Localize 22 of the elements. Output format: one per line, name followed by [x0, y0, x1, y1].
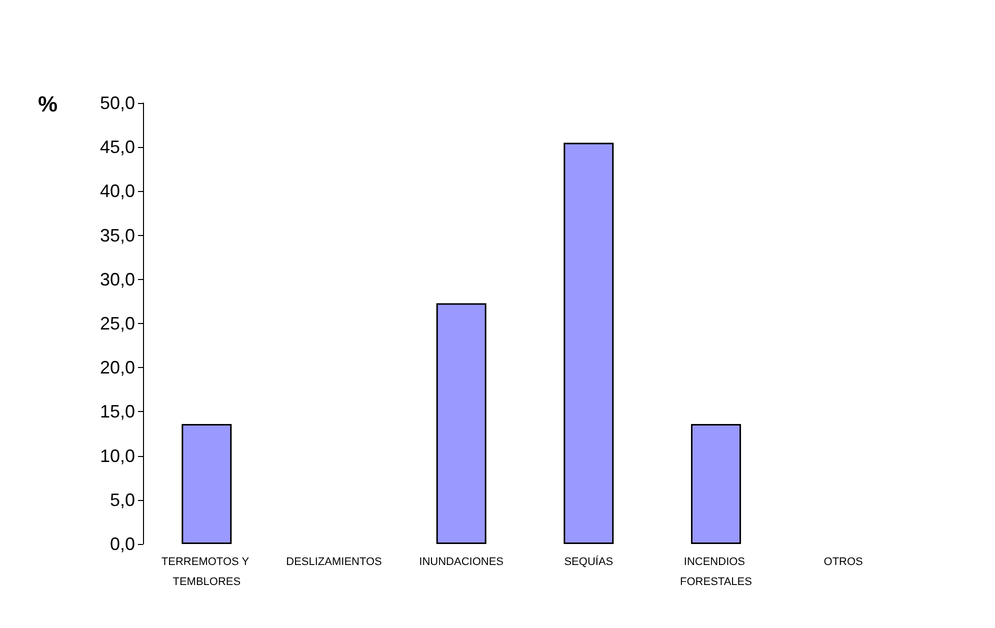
y-tick-label: 5,0 [110, 490, 135, 510]
y-tick-label: 30,0 [100, 269, 135, 290]
y-tick-label: 15,0 [100, 402, 135, 422]
bar [564, 142, 614, 544]
x-tick-label: INCENDIOS FORESTALES [680, 556, 752, 588]
y-tick-label: 10,0 [100, 446, 135, 466]
bar [436, 303, 486, 544]
bar [182, 424, 232, 544]
x-tick-label: SEQUÍAS [564, 555, 614, 568]
x-tick-label: INUNDACIONES [419, 556, 504, 568]
y-tick-label: 40,0 [100, 181, 135, 202]
x-tick-label: DESLIZAMIENTOS [286, 556, 382, 568]
y-tick-label: 45,0 [100, 137, 135, 158]
y-tick-label: 25,0 [100, 314, 135, 334]
y-tick-label: 0,0 [110, 534, 135, 554]
x-tick-label: TERREMOTOS Y TEMBLORES [161, 556, 252, 588]
y-tick-label: 50,0 [100, 93, 135, 113]
y-tick-label: 20,0 [100, 358, 135, 378]
y-axis-title: % [38, 92, 58, 116]
bar [691, 424, 741, 544]
x-tick-label: OTROS [824, 556, 863, 568]
y-tick-label: 35,0 [100, 225, 135, 246]
